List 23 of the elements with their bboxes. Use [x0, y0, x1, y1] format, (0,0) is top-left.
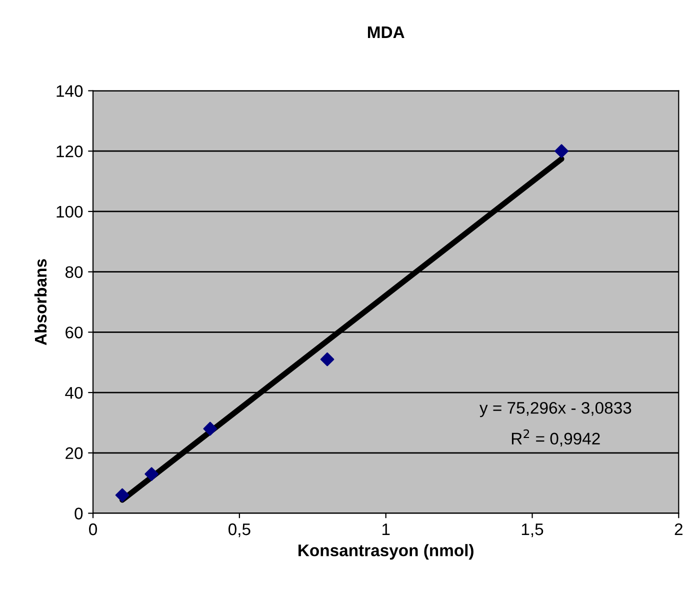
x-tick-label: 1,5: [522, 524, 544, 538]
y-tick-label: 120: [56, 146, 83, 158]
annotation: R$^{2}$ = 0,9942: [512, 429, 600, 447]
y-tick-label: 60: [66, 326, 83, 338]
point: [203, 422, 218, 436]
y-tick-label: 20: [66, 447, 83, 460]
y-tick-label: 100: [56, 206, 83, 218]
y-tick-label: 0: [74, 508, 83, 520]
x-axis-title: Konsantrasyon (nmol): [298, 544, 474, 560]
y-tick-label: 140: [56, 85, 83, 97]
chart-title: MDA: [368, 26, 404, 38]
point: [554, 144, 568, 158]
x-tick-label: 0: [89, 523, 97, 536]
annotation: y = 75,296x - 3,0833: [480, 402, 632, 418]
y-tick-label: 80: [65, 266, 83, 278]
x-tick-label: 0,5: [228, 523, 250, 538]
point: [115, 488, 130, 502]
y-axis-title: Absorbans: [34, 259, 47, 346]
point: [320, 352, 334, 366]
x-tick-label: 1: [382, 524, 390, 536]
y-tick-label: 40: [65, 386, 83, 399]
point: [144, 467, 158, 481]
x-tick-label: 2: [674, 523, 682, 536]
